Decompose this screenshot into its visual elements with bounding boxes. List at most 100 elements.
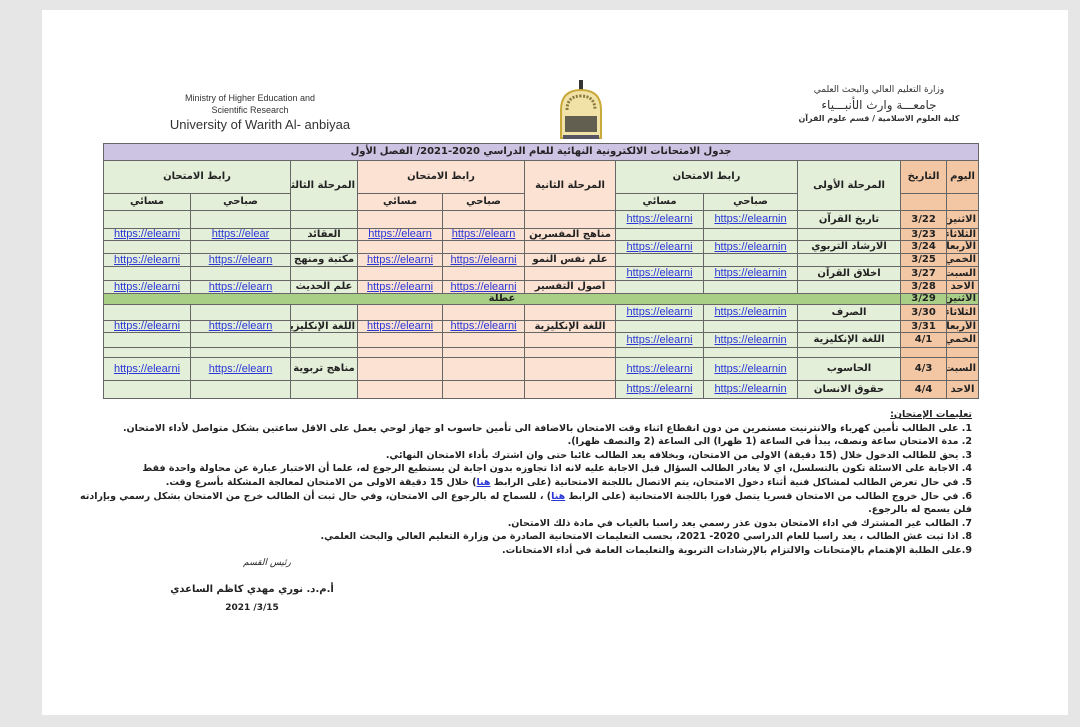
stage1-subject: الارشاد التربوي bbox=[797, 240, 902, 254]
schedule-row: السبت 3/27 اخلاق القرآن https://elearnin htt… bbox=[102, 266, 980, 281]
stage1-evening-link[interactable]: https://elearni bbox=[626, 213, 693, 225]
stage1-evening: مسائي bbox=[615, 193, 705, 211]
stage1-evening-link[interactable]: https://elearni bbox=[626, 267, 693, 279]
instruction-item: 8. اذا ثبت غش الطالب ، يعد راسبا للعام ا… bbox=[320, 531, 972, 543]
day-cell: السبت bbox=[946, 357, 980, 381]
stage2-evening-link[interactable]: https://elearni bbox=[366, 320, 434, 332]
instruction-item: 2. مدة الامتحان ساعة ونصف، يبدأ في الساع… bbox=[567, 436, 972, 448]
stage3-evening-link[interactable]: https://elearni bbox=[113, 320, 181, 332]
stage2-morning-link[interactable]: https://elearni bbox=[450, 280, 517, 293]
stage1-morning-link[interactable]: https://elearnin bbox=[714, 306, 787, 318]
header-stage2: المرحلة الثانية bbox=[524, 160, 617, 211]
stage3-morning-link[interactable]: https://elearn bbox=[208, 320, 273, 332]
schedule-row: الثلاثاء 3/30 الصرف https://elearnin https:/… bbox=[102, 304, 980, 321]
stage3-evening-link[interactable]: https://elearni bbox=[113, 253, 181, 266]
day-cell: الاحد bbox=[946, 380, 980, 399]
stage1-morning-link[interactable]: https://elearnin bbox=[714, 333, 787, 346]
header-stage1: المرحلة الأولى bbox=[797, 160, 902, 211]
stage1-morning-link[interactable]: https://elearnin bbox=[714, 362, 787, 375]
stage1-evening-link[interactable]: https://elearni bbox=[626, 383, 693, 395]
ministry-ar: وزارة التعليم العالي والبحث العلمي bbox=[813, 85, 945, 95]
help-link[interactable]: هنا bbox=[476, 476, 491, 488]
instruction-item: 4. الاجابة على الاسئلة تكون بالتسلسل، اي… bbox=[142, 463, 972, 475]
stage2-morning-link[interactable]: https://elearn bbox=[451, 228, 516, 240]
stage1-morning-link[interactable]: https://elearnin bbox=[714, 383, 787, 395]
day-cell: الاثنين bbox=[946, 210, 980, 229]
stage1-morning: صباحي bbox=[703, 193, 799, 211]
schedule-row: الاثنين 3/29 عطلة bbox=[102, 293, 980, 305]
stage3-subject: العقائد bbox=[290, 228, 359, 241]
help-link[interactable]: هنا bbox=[551, 490, 566, 502]
stage3-morning-link[interactable]: https://elearn bbox=[208, 280, 273, 293]
instruction-item: 3. يحق للطالب الدخول خلال (15 دقيقة) الا… bbox=[385, 449, 972, 461]
stage2-morning-link[interactable]: https://elearni bbox=[450, 320, 517, 332]
day-cell: الخمي bbox=[946, 253, 980, 267]
header-day: اليوم bbox=[946, 160, 980, 194]
stage3-evening-link[interactable]: https://elearni bbox=[113, 362, 181, 375]
day-cell: الأربعاء bbox=[946, 320, 980, 333]
stage1-subject: تاريخ القرآن bbox=[797, 210, 902, 229]
stage2-subject: أصول التفسير bbox=[524, 280, 617, 294]
stage2-evening: مسائي bbox=[357, 193, 444, 211]
stage1-evening-link[interactable]: https://elearni bbox=[626, 333, 693, 346]
college-ar: كلية العلوم الاسلامية / قسم علوم القرآن bbox=[798, 114, 960, 123]
schedule-row: الاحد 4/4 حقوق الانسان https://elearnin http… bbox=[102, 380, 980, 399]
instruction-item: 7. الطالب غير المشترك في اداء الامتحان ب… bbox=[507, 517, 972, 529]
document-page: Ministry of Higher Education and Scienti… bbox=[42, 10, 1068, 715]
date-cell: 3/31 bbox=[900, 320, 948, 333]
header-stage3-link: رابط الامتحان bbox=[102, 160, 292, 194]
stage3-evening-link[interactable]: https://elearni bbox=[113, 280, 181, 293]
schedule-row: الاحد 3/28 أصول التفسير https://elearni http… bbox=[102, 280, 980, 294]
date-cell: 3/22 bbox=[900, 210, 948, 229]
date-cell: 4/4 bbox=[900, 380, 948, 399]
date-cell: 3/25 bbox=[900, 253, 948, 267]
day-cell: الاحد bbox=[946, 280, 980, 294]
stage3-morning-link[interactable]: https://elearn bbox=[208, 253, 273, 266]
schedule-row: السبت 4/3 الحاسوب https://elearnin https://e… bbox=[102, 357, 980, 381]
stage1-subject: حقوق الانسان bbox=[797, 380, 902, 399]
instruction-item: 5. في حال تعرض الطالب لمشاكل فنية أثناء … bbox=[165, 476, 972, 488]
stage1-subject: الحاسوب bbox=[797, 357, 902, 381]
stage1-morning-link[interactable]: https://elearnin bbox=[714, 240, 787, 253]
header-stage1-link: رابط الامتحان bbox=[615, 160, 799, 194]
stage2-morning: صباحي bbox=[442, 193, 526, 211]
date-cell: 3/24 bbox=[900, 240, 948, 254]
signature-name: أ.م.د. نوري مهدي كاظم الساعدي bbox=[170, 584, 334, 595]
stage3-subject: اللغة الإنكليزية bbox=[290, 320, 359, 333]
signature-date: 2021 /3/15 bbox=[225, 603, 279, 613]
stage1-subject: اللغة الإنكليزية bbox=[797, 332, 902, 348]
header-stage3: المرحلة الثالثة bbox=[290, 160, 359, 211]
exam-schedule-table: جدول الامتحانات الالكترونية النهائية للع… bbox=[102, 143, 980, 399]
schedule-row: الخمي 3/25 علم نفس النمو https://elearni htt… bbox=[102, 253, 980, 267]
stage2-morning-link[interactable]: https://elearni bbox=[450, 253, 517, 266]
university-logo bbox=[560, 80, 602, 139]
header-stage2-link: رابط الامتحان bbox=[357, 160, 526, 194]
arabic-header: وزارة التعليم العالي والبحث العلمي جامعـ… bbox=[782, 84, 976, 125]
day-cell: الاثنين bbox=[946, 293, 980, 305]
stage3-subject: مكتبة ومنهج bbox=[290, 253, 359, 267]
date-cell: 4/3 bbox=[900, 357, 948, 381]
stage1-evening-link[interactable]: https://elearni bbox=[626, 362, 693, 375]
stage3-subject: علم الحديث bbox=[290, 280, 359, 294]
day-cell: السبت bbox=[946, 266, 980, 281]
stage3-morning-link[interactable]: https://elear bbox=[211, 228, 270, 240]
stage2-evening-link[interactable]: https://elearni bbox=[366, 253, 434, 266]
stage3-evening-link[interactable]: https://elearni bbox=[113, 228, 181, 240]
stage2-evening-link[interactable]: https://elearn bbox=[368, 228, 432, 240]
stage1-morning-link[interactable]: https://elearnin bbox=[714, 213, 787, 225]
day-cell: الخمي bbox=[946, 332, 980, 348]
english-header: Ministry of Higher Education and Scienti… bbox=[160, 92, 350, 134]
schedule-row: الأربعاء3/31 اللغة الإنكليزية https://elea… bbox=[102, 320, 980, 333]
stage1-morning-link[interactable]: https://elearnin bbox=[714, 267, 787, 279]
stage3-morning: صباحي bbox=[190, 193, 292, 211]
stage1-evening-link[interactable]: https://elearni bbox=[626, 306, 693, 318]
date-cell: 3/29 bbox=[900, 293, 948, 305]
stage2-evening-link[interactable]: https://elearni bbox=[366, 280, 434, 293]
stage1-evening-link[interactable]: https://elearni bbox=[626, 240, 693, 253]
stage1-subject: الصرف bbox=[797, 304, 902, 321]
ministry-en-2: Scientific Research bbox=[211, 105, 289, 115]
stage3-morning-link[interactable]: https://elearn bbox=[208, 362, 273, 375]
schedule-row: الاثنين 3/22 تاريخ القرآن https://elearnin h… bbox=[102, 210, 980, 229]
stage3-subject: مناهج تربوية bbox=[290, 357, 359, 381]
date-cell: 3/28 bbox=[900, 280, 948, 294]
